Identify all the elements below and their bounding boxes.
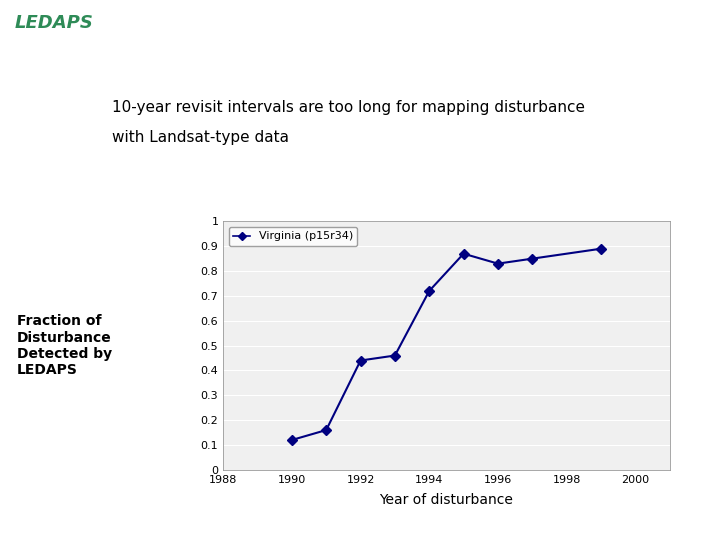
Text: 10-year revisit intervals are too long for mapping disturbance: 10-year revisit intervals are too long f… xyxy=(112,100,585,115)
Text: Fraction of
Disturbance
Detected by
LEDAPS: Fraction of Disturbance Detected by LEDA… xyxy=(17,314,112,377)
Text: with Landsat-type data: with Landsat-type data xyxy=(112,130,289,145)
X-axis label: Year of disturbance: Year of disturbance xyxy=(379,493,513,507)
Text: LEDAPS: LEDAPS xyxy=(14,14,94,31)
Legend: Virginia (p15r34): Virginia (p15r34) xyxy=(229,227,357,246)
